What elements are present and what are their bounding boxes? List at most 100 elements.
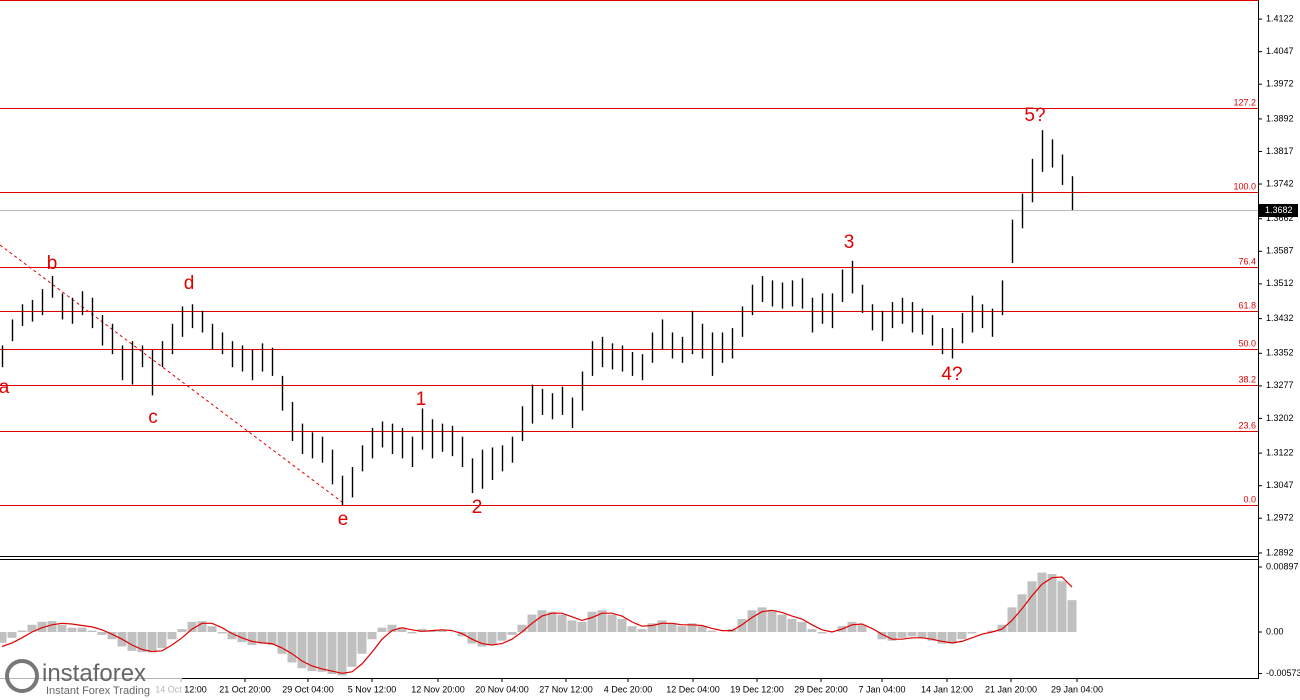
histogram-bar bbox=[797, 621, 807, 633]
histogram-bar bbox=[637, 629, 647, 633]
current-price-box bbox=[1259, 204, 1298, 217]
x-tick-label: 27 Nov 12:00 bbox=[539, 684, 593, 694]
histogram-bar bbox=[417, 629, 427, 633]
histogram-bar bbox=[877, 632, 887, 640]
x-tick-label: 12 Dec 04:00 bbox=[666, 684, 720, 694]
histogram-bar bbox=[427, 630, 437, 633]
histogram-bar bbox=[197, 621, 207, 633]
histogram-bar bbox=[397, 627, 407, 633]
histogram-bar bbox=[7, 632, 17, 638]
fib-level-label: 0.0 bbox=[1243, 495, 1256, 505]
histogram-bar bbox=[287, 632, 297, 663]
histogram-bar bbox=[507, 632, 517, 635]
wave-label: 5? bbox=[1024, 105, 1045, 126]
histogram-bar bbox=[37, 621, 47, 633]
histogram-bar bbox=[617, 618, 627, 633]
histogram-bar bbox=[77, 627, 87, 633]
histogram-bar bbox=[777, 614, 787, 633]
fib-level-label: 76.4 bbox=[1238, 257, 1256, 267]
indicator-y-tick-label: -0.00573 bbox=[1266, 668, 1300, 678]
watermark-icon bbox=[5, 659, 39, 693]
x-tick-label: 19 Dec 12:00 bbox=[730, 684, 784, 694]
histogram-bar bbox=[947, 632, 957, 644]
histogram-bar bbox=[587, 611, 597, 633]
histogram-bar bbox=[247, 632, 257, 646]
histogram-bar bbox=[307, 632, 317, 672]
wave-label: e bbox=[338, 509, 349, 530]
histogram-bar bbox=[647, 623, 657, 633]
wave-label: 4? bbox=[941, 364, 962, 385]
watermark-brand: instaforex bbox=[42, 660, 146, 687]
histogram-bar bbox=[897, 632, 907, 638]
histogram-bar bbox=[357, 632, 367, 654]
fib-level-label: 50.0 bbox=[1238, 339, 1256, 349]
x-tick-label: 29 Dec 20:00 bbox=[794, 684, 848, 694]
histogram-bar bbox=[487, 632, 497, 646]
histogram-bar bbox=[607, 614, 617, 633]
histogram-bar bbox=[757, 607, 767, 633]
fib-level-label: 127.2 bbox=[1233, 98, 1256, 108]
y-tick-label: 1.3892 bbox=[1266, 113, 1294, 123]
watermark-bg bbox=[0, 652, 182, 700]
histogram-bar bbox=[27, 624, 37, 633]
histogram-bar bbox=[567, 620, 577, 633]
y-tick-label: 1.3277 bbox=[1266, 380, 1294, 390]
fib-level-label: 100.0 bbox=[1233, 182, 1256, 192]
histogram-bar bbox=[497, 632, 507, 641]
histogram-bar bbox=[477, 632, 487, 647]
histogram-bar bbox=[17, 630, 27, 633]
x-tick-label: 7 Jan 04:00 bbox=[858, 684, 905, 694]
histogram-bar bbox=[187, 621, 197, 633]
histogram-bar bbox=[257, 632, 267, 644]
histogram-bar bbox=[237, 632, 247, 643]
histogram-bar bbox=[277, 632, 287, 654]
histogram-bar bbox=[857, 624, 867, 633]
histogram-bar bbox=[127, 632, 137, 651]
y-tick-label: 1.3047 bbox=[1266, 480, 1294, 490]
histogram-bar bbox=[957, 632, 967, 640]
histogram-bar bbox=[107, 632, 117, 640]
fib-level-label: 61.8 bbox=[1238, 301, 1256, 311]
wave-label: a bbox=[0, 377, 10, 398]
fib-level-label: 38.2 bbox=[1238, 375, 1256, 385]
histogram-bar bbox=[167, 632, 177, 640]
histogram-bar bbox=[847, 621, 857, 633]
histogram-bar bbox=[547, 611, 557, 633]
histogram-bar bbox=[557, 614, 567, 633]
y-tick-label: 1.3432 bbox=[1266, 313, 1294, 323]
wave-label: c bbox=[148, 407, 158, 428]
y-tick-label: 1.2972 bbox=[1266, 513, 1294, 523]
histogram-bar bbox=[377, 627, 387, 633]
histogram-bar bbox=[207, 626, 217, 633]
histogram-bar bbox=[787, 618, 797, 633]
histogram-bar bbox=[177, 629, 187, 633]
x-tick-label: 20 Nov 04:00 bbox=[475, 684, 529, 694]
histogram-bar bbox=[887, 632, 897, 641]
histogram-bar bbox=[347, 632, 357, 667]
histogram-bar bbox=[987, 630, 997, 633]
histogram-bar bbox=[967, 632, 977, 634]
x-tick-label: 21 Oct 20:00 bbox=[219, 684, 271, 694]
histogram-bar bbox=[747, 610, 757, 633]
x-tick-label: 29 Jan 04:00 bbox=[1051, 684, 1103, 694]
histogram-bar bbox=[1067, 600, 1077, 633]
wave-label: d bbox=[184, 273, 195, 294]
indicator-y-tick-label: 0.00 bbox=[1266, 626, 1284, 636]
wave-label: 2 bbox=[472, 497, 483, 518]
histogram-bar bbox=[137, 632, 147, 653]
y-tick-label: 1.2892 bbox=[1266, 547, 1294, 557]
histogram-bar bbox=[437, 629, 447, 633]
y-tick-label: 1.3662 bbox=[1266, 213, 1294, 223]
histogram-bar bbox=[67, 627, 77, 633]
histogram-bar bbox=[47, 621, 57, 633]
histogram-bar bbox=[387, 624, 397, 633]
histogram-bar bbox=[217, 632, 227, 634]
histogram-bar bbox=[627, 626, 637, 633]
x-tick-label: 12 Nov 20:00 bbox=[411, 684, 465, 694]
histogram-bar bbox=[367, 632, 377, 640]
y-tick-label: 1.4122 bbox=[1266, 13, 1294, 23]
histogram-bar bbox=[807, 629, 817, 633]
histogram-bar bbox=[57, 624, 67, 633]
